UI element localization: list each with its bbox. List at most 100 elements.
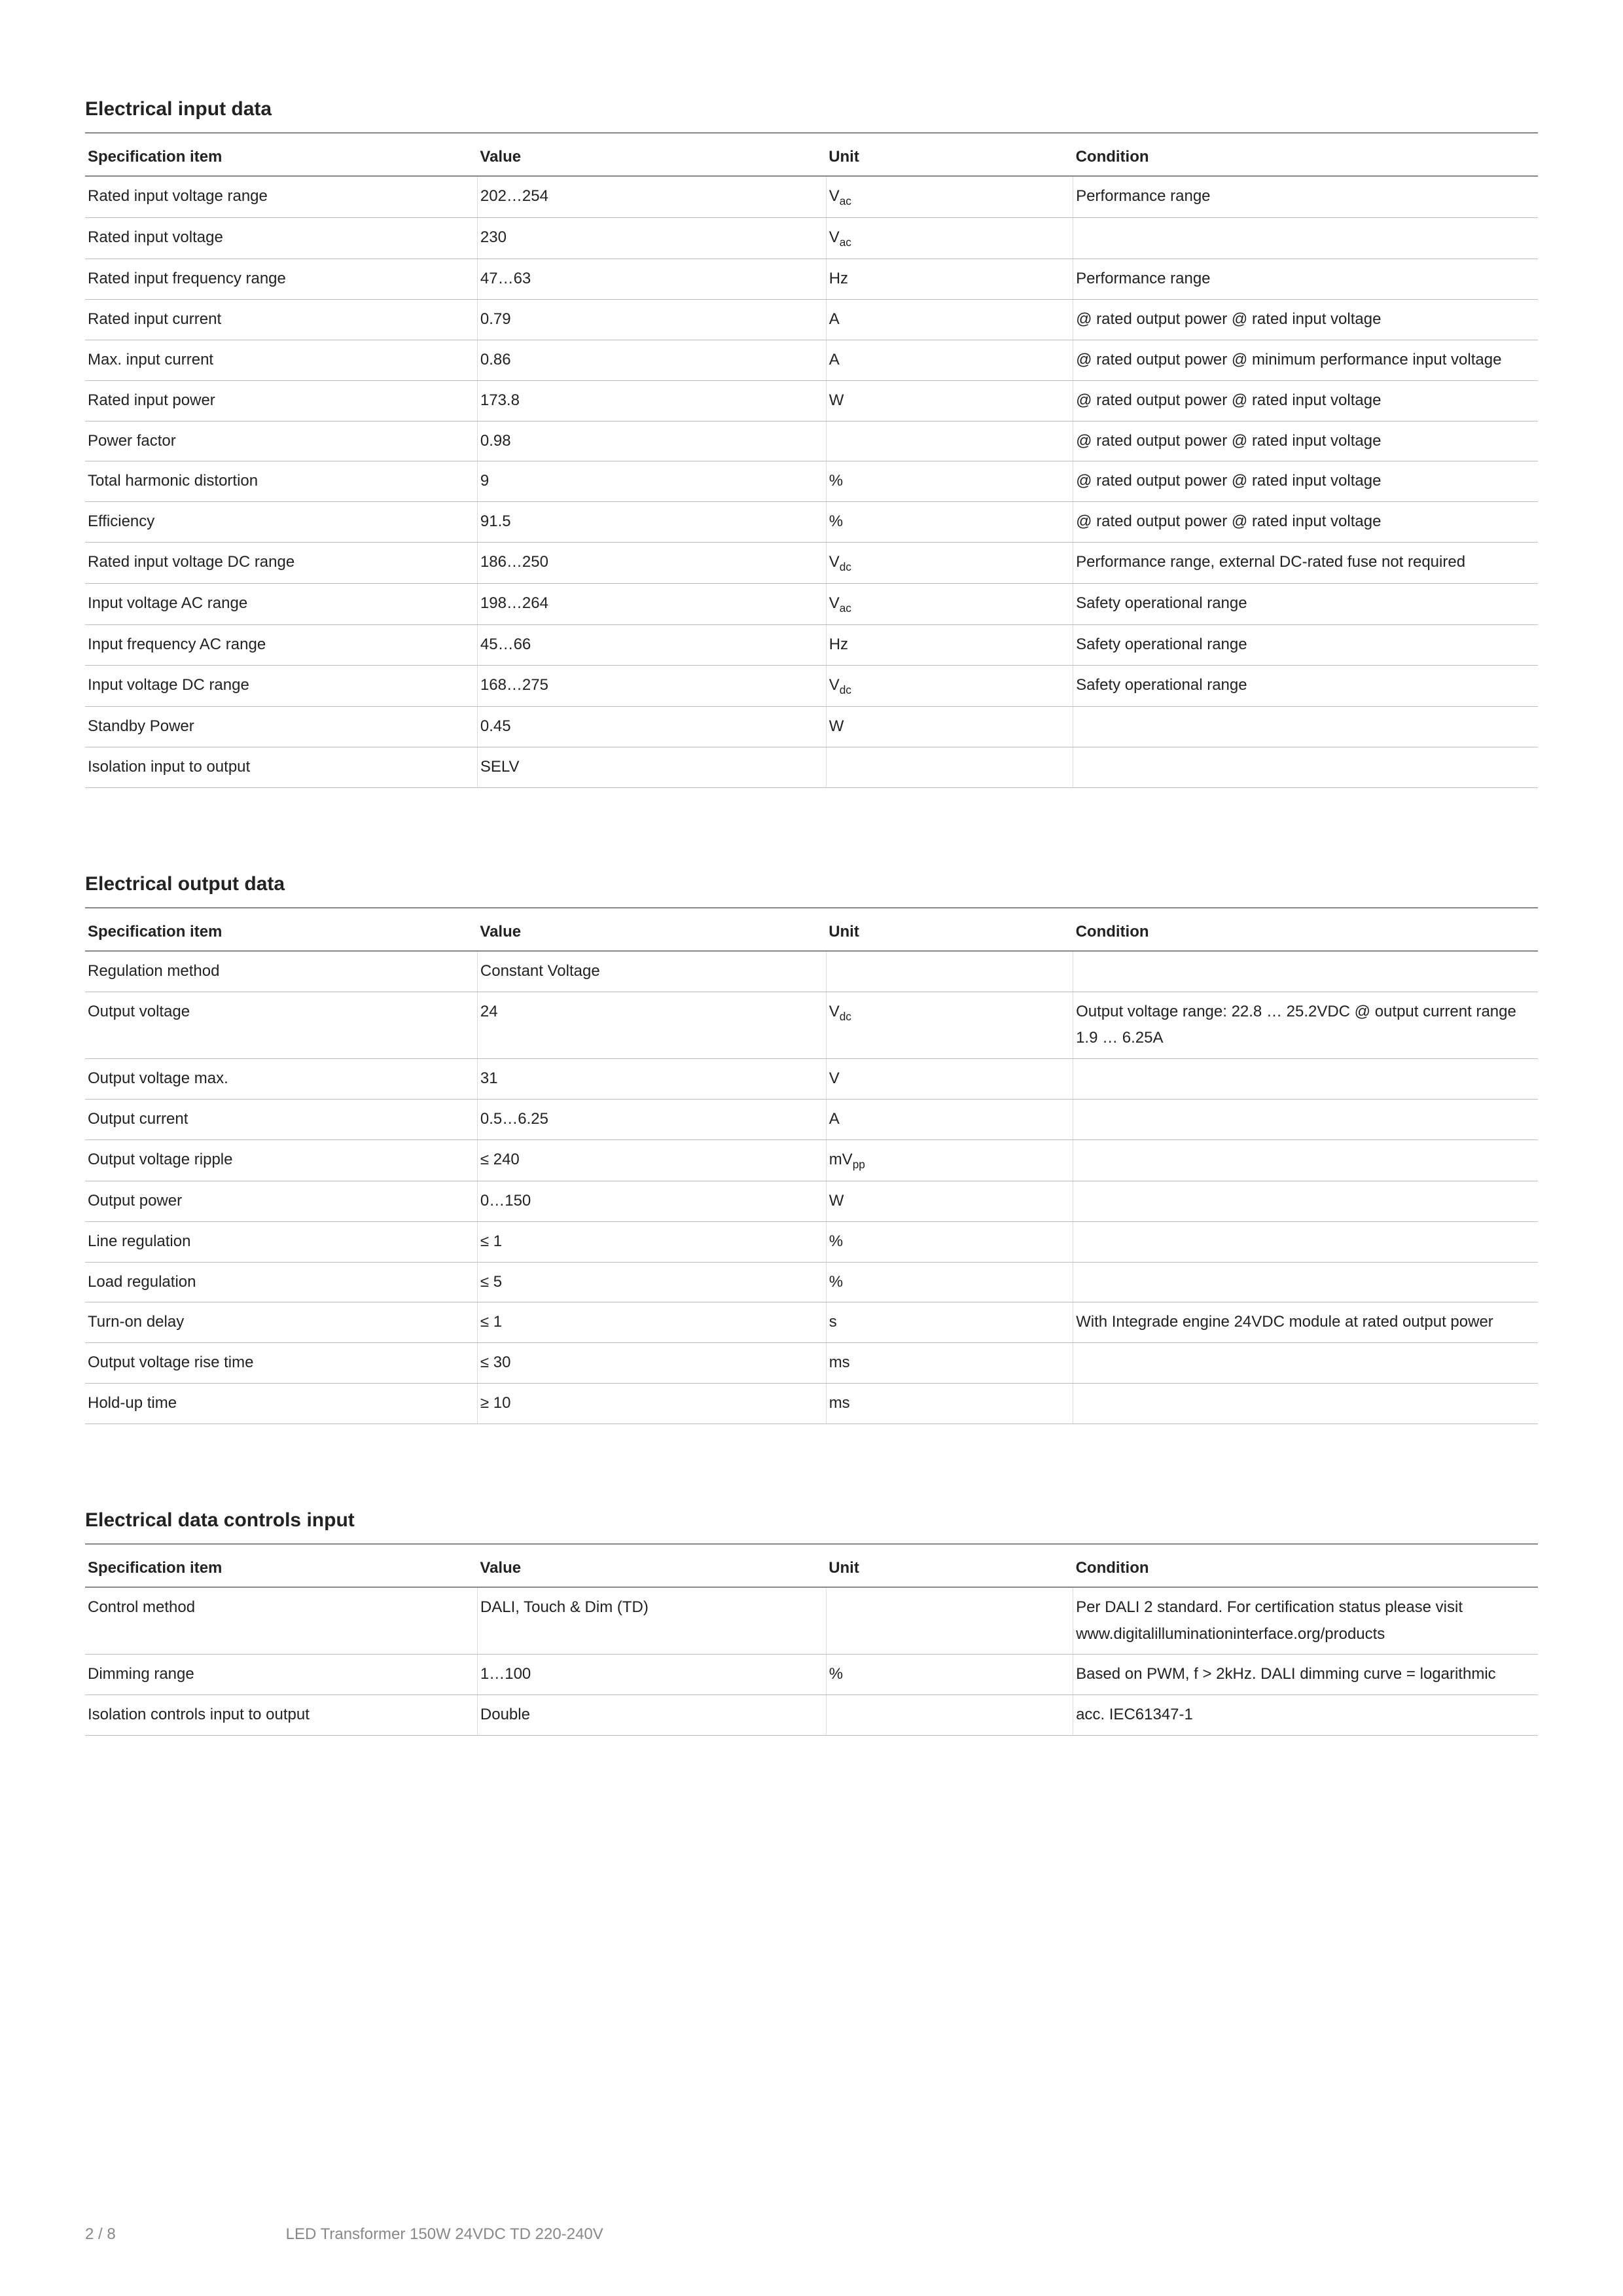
spec-cell: Hold-up time bbox=[85, 1383, 477, 1424]
unit-cell: Hz bbox=[826, 625, 1073, 666]
condition-cell bbox=[1073, 951, 1538, 992]
spec-cell: Output voltage max. bbox=[85, 1059, 477, 1100]
spec-cell: Dimming range bbox=[85, 1655, 477, 1695]
table-row: Dimming range1…100%Based on PWM, f > 2kH… bbox=[85, 1655, 1538, 1695]
column-header: Condition bbox=[1073, 908, 1538, 951]
condition-cell: Performance range, external DC-rated fus… bbox=[1073, 542, 1538, 583]
value-cell: ≤ 240 bbox=[477, 1139, 826, 1181]
value-cell: 0…150 bbox=[477, 1181, 826, 1221]
spec-cell: Rated input voltage DC range bbox=[85, 542, 477, 583]
table-row: Output power0…150W bbox=[85, 1181, 1538, 1221]
condition-cell: Output voltage range: 22.8 … 25.2VDC @ o… bbox=[1073, 992, 1538, 1059]
table-row: Total harmonic distortion9%@ rated outpu… bbox=[85, 461, 1538, 502]
unit-cell: W bbox=[826, 380, 1073, 421]
column-header: Specification item bbox=[85, 908, 477, 951]
spec-cell: Turn-on delay bbox=[85, 1302, 477, 1343]
spec-table: Specification itemValueUnitConditionCont… bbox=[85, 1545, 1538, 1736]
value-cell: 47…63 bbox=[477, 259, 826, 300]
table-row: Max. input current0.86A@ rated output po… bbox=[85, 340, 1538, 380]
condition-cell: @ rated output power @ rated input volta… bbox=[1073, 421, 1538, 461]
condition-cell bbox=[1073, 1343, 1538, 1384]
condition-cell: Based on PWM, f > 2kHz. DALI dimming cur… bbox=[1073, 1655, 1538, 1695]
unit-cell: s bbox=[826, 1302, 1073, 1343]
footer-title: LED Transformer 150W 24VDC TD 220-240V bbox=[286, 2225, 603, 2244]
spec-cell: Output voltage rise time bbox=[85, 1343, 477, 1384]
unit-cell: ms bbox=[826, 1343, 1073, 1384]
spec-cell: Input voltage DC range bbox=[85, 666, 477, 707]
value-cell: 0.5…6.25 bbox=[477, 1100, 826, 1140]
spec-cell: Regulation method bbox=[85, 951, 477, 992]
condition-cell: @ rated output power @ rated input volta… bbox=[1073, 300, 1538, 340]
value-cell: ≤ 30 bbox=[477, 1343, 826, 1384]
column-header: Specification item bbox=[85, 134, 477, 176]
column-header: Unit bbox=[826, 134, 1073, 176]
spec-cell: Line regulation bbox=[85, 1221, 477, 1262]
table-row: Rated input current0.79A@ rated output p… bbox=[85, 300, 1538, 340]
spec-cell: Output voltage bbox=[85, 992, 477, 1059]
table-row: Output voltage ripple≤ 240mVpp bbox=[85, 1139, 1538, 1181]
value-cell: 45…66 bbox=[477, 625, 826, 666]
unit-cell: A bbox=[826, 300, 1073, 340]
value-cell: 9 bbox=[477, 461, 826, 502]
table-row: Regulation methodConstant Voltage bbox=[85, 951, 1538, 992]
condition-cell bbox=[1073, 1383, 1538, 1424]
unit-cell bbox=[826, 951, 1073, 992]
condition-cell bbox=[1073, 1221, 1538, 1262]
unit-cell: % bbox=[826, 502, 1073, 543]
condition-cell bbox=[1073, 707, 1538, 747]
condition-cell: @ rated output power @ rated input volta… bbox=[1073, 502, 1538, 543]
spec-section: Electrical input dataSpecification itemV… bbox=[85, 98, 1538, 788]
condition-cell: acc. IEC61347-1 bbox=[1073, 1695, 1538, 1736]
spec-section: Electrical data controls inputSpecificat… bbox=[85, 1509, 1538, 1736]
unit-cell: Vdc bbox=[826, 992, 1073, 1059]
spec-cell: Output power bbox=[85, 1181, 477, 1221]
value-cell: 173.8 bbox=[477, 380, 826, 421]
table-row: Output voltage max.31V bbox=[85, 1059, 1538, 1100]
unit-cell: ms bbox=[826, 1383, 1073, 1424]
condition-cell: With Integrade engine 24VDC module at ra… bbox=[1073, 1302, 1538, 1343]
condition-cell: Per DALI 2 standard. For certification s… bbox=[1073, 1587, 1538, 1655]
spec-cell: Input frequency AC range bbox=[85, 625, 477, 666]
unit-cell bbox=[826, 421, 1073, 461]
table-row: Line regulation≤ 1% bbox=[85, 1221, 1538, 1262]
value-cell: 230 bbox=[477, 218, 826, 259]
condition-cell: Safety operational range bbox=[1073, 666, 1538, 707]
value-cell: 0.98 bbox=[477, 421, 826, 461]
spec-section: Electrical output dataSpecification item… bbox=[85, 873, 1538, 1424]
unit-cell bbox=[826, 747, 1073, 788]
unit-cell: mVpp bbox=[826, 1139, 1073, 1181]
spec-cell: Rated input voltage bbox=[85, 218, 477, 259]
spec-cell: Input voltage AC range bbox=[85, 584, 477, 625]
condition-cell: Safety operational range bbox=[1073, 584, 1538, 625]
table-row: Rated input voltage range202…254VacPerfo… bbox=[85, 176, 1538, 218]
unit-cell: W bbox=[826, 707, 1073, 747]
value-cell: SELV bbox=[477, 747, 826, 788]
unit-cell: W bbox=[826, 1181, 1073, 1221]
value-cell: 0.45 bbox=[477, 707, 826, 747]
spec-cell: Power factor bbox=[85, 421, 477, 461]
column-header: Condition bbox=[1073, 134, 1538, 176]
table-row: Input frequency AC range45…66HzSafety op… bbox=[85, 625, 1538, 666]
spec-cell: Rated input frequency range bbox=[85, 259, 477, 300]
page-footer: 2 / 8 LED Transformer 150W 24VDC TD 220-… bbox=[85, 2225, 603, 2244]
table-row: Output voltage24VdcOutput voltage range:… bbox=[85, 992, 1538, 1059]
value-cell: 31 bbox=[477, 1059, 826, 1100]
unit-cell: % bbox=[826, 1221, 1073, 1262]
spec-cell: Control method bbox=[85, 1587, 477, 1655]
value-cell: DALI, Touch & Dim (TD) bbox=[477, 1587, 826, 1655]
value-cell: 24 bbox=[477, 992, 826, 1059]
spec-cell: Isolation controls input to output bbox=[85, 1695, 477, 1736]
value-cell: 168…275 bbox=[477, 666, 826, 707]
spec-cell: Total harmonic distortion bbox=[85, 461, 477, 502]
column-header: Condition bbox=[1073, 1545, 1538, 1587]
table-row: Output voltage rise time≤ 30ms bbox=[85, 1343, 1538, 1384]
condition-cell bbox=[1073, 1059, 1538, 1100]
value-cell: ≤ 1 bbox=[477, 1302, 826, 1343]
spec-cell: Standby Power bbox=[85, 707, 477, 747]
table-row: Control methodDALI, Touch & Dim (TD) Per … bbox=[85, 1587, 1538, 1655]
section-title: Electrical input data bbox=[85, 98, 1538, 134]
value-cell: 0.86 bbox=[477, 340, 826, 380]
value-cell: ≤ 1 bbox=[477, 1221, 826, 1262]
condition-cell: Safety operational range bbox=[1073, 625, 1538, 666]
value-cell: Double bbox=[477, 1695, 826, 1736]
